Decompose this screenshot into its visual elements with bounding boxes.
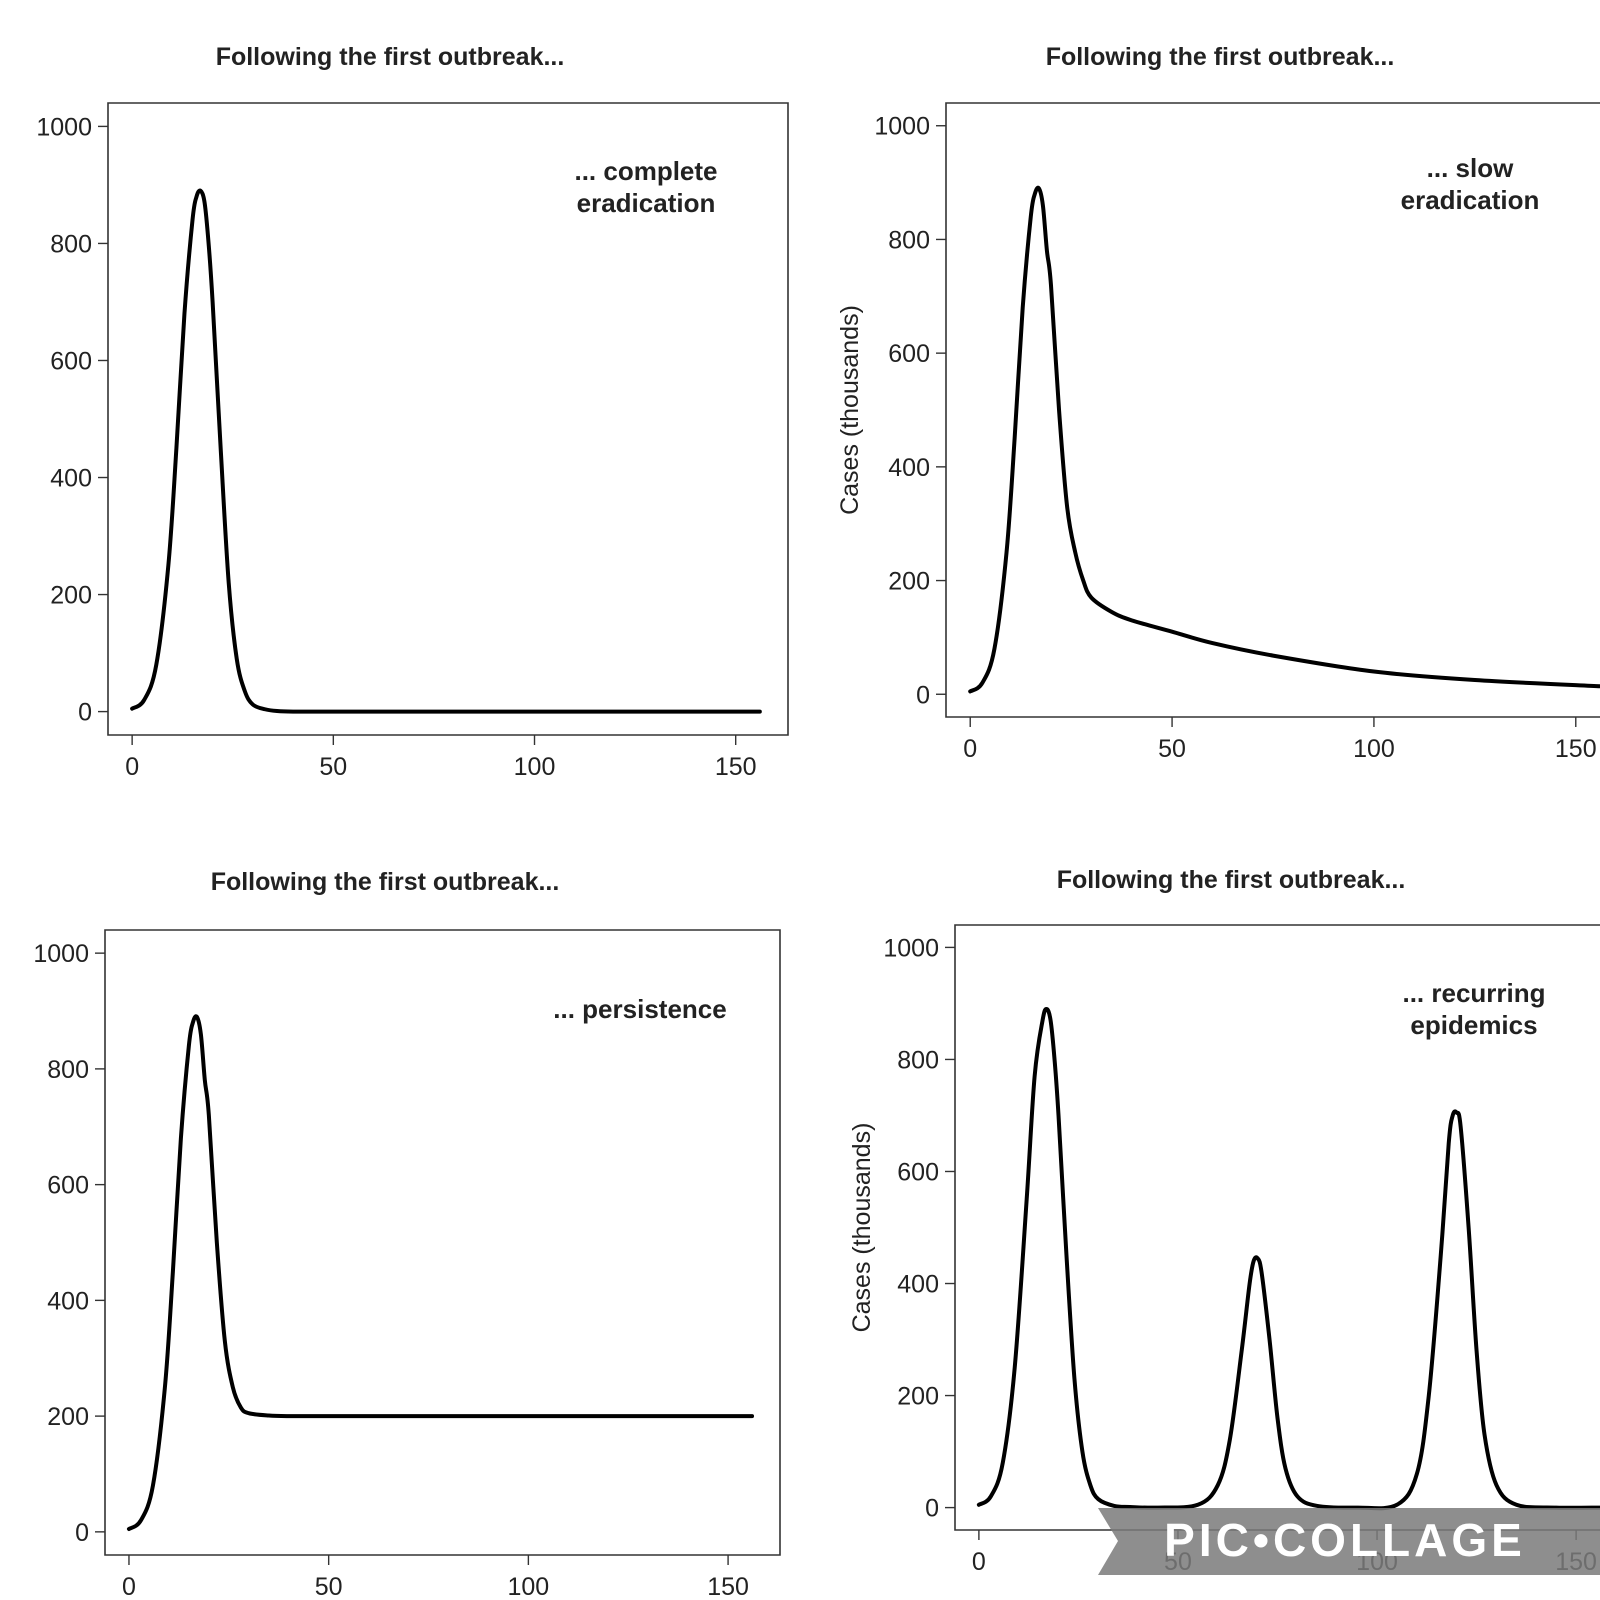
chart-title: Following the first outbreak... (1046, 43, 1395, 71)
y-tick-label: 800 (47, 1056, 89, 1084)
y-tick-label: 200 (888, 568, 930, 596)
chart-title: Following the first outbreak... (216, 43, 565, 71)
y-tick-label: 0 (916, 681, 930, 709)
panel-persistence: Following the first outbreak... ... persi… (33, 868, 781, 1600)
y-tick-label: 400 (888, 454, 930, 482)
panel-recurring-epidemics: Following the first outbreak... ... recur… (848, 866, 1600, 1576)
y-tick-label: 1000 (874, 113, 930, 141)
x-tick-label: 50 (315, 1573, 343, 1600)
x-tick-label: 0 (125, 753, 139, 781)
y-tick-label: 600 (50, 347, 92, 375)
y-tick-label: 0 (75, 1519, 89, 1547)
y-tick-label: 0 (78, 699, 92, 727)
y-tick-label: 800 (50, 230, 92, 258)
plot-frame (104, 929, 781, 1556)
panel-complete-eradication: Following the first outbreak... ... compl… (36, 43, 789, 781)
y-tick-label: 200 (50, 582, 92, 610)
series-line (968, 185, 1600, 694)
series-line (126, 1014, 755, 1531)
x-tick-label: 0 (972, 1548, 986, 1576)
x-tick-label: 50 (319, 753, 347, 781)
y-tick-label: 600 (897, 1158, 939, 1186)
y-axis-label: Cases (thousands) (836, 305, 864, 515)
x-tick-label: 100 (508, 1573, 550, 1600)
watermark-banner (1098, 1508, 1600, 1575)
x-tick-label: 150 (715, 753, 757, 781)
y-tick-label: 400 (47, 1287, 89, 1315)
y-tick-label: 1000 (883, 934, 939, 962)
x-tick-label: 50 (1158, 735, 1186, 763)
x-tick-label: 150 (1555, 735, 1597, 763)
y-tick-label: 400 (50, 465, 92, 493)
y-tick-label: 600 (47, 1172, 89, 1200)
y-tick-label: 1000 (36, 113, 92, 141)
panel-slow-eradication: Following the first outbreak... ... slowe… (836, 43, 1600, 763)
y-tick-label: 800 (897, 1046, 939, 1074)
y-tick-label: 400 (897, 1271, 939, 1299)
series-line (976, 1007, 1600, 1511)
x-tick-label: 150 (707, 1573, 749, 1600)
y-tick-label: 800 (888, 226, 930, 254)
annotation-label: eradication (577, 188, 716, 218)
y-axis-label: Cases (thousands) (848, 1123, 876, 1333)
annotation-label: ... slow (1427, 153, 1514, 183)
chart-title: Following the first outbreak... (1057, 866, 1406, 894)
annotation-label: epidemics (1410, 1010, 1537, 1040)
annotation-label: ... persistence (553, 994, 726, 1024)
pic-collage-watermark: PIC•COLLAGE (1098, 1508, 1600, 1575)
annotation-label: ... recurring (1402, 978, 1545, 1008)
y-tick-label: 200 (47, 1403, 89, 1431)
y-tick-label: 0 (925, 1495, 939, 1523)
series-line (130, 188, 762, 714)
annotation-label: ... complete (574, 156, 717, 186)
plot-frame (945, 102, 1600, 718)
plot-frame (107, 102, 789, 736)
x-tick-label: 0 (122, 1573, 136, 1600)
x-tick-label: 100 (514, 753, 556, 781)
y-tick-label: 600 (888, 340, 930, 368)
y-tick-label: 200 (897, 1383, 939, 1411)
x-tick-label: 100 (1353, 735, 1395, 763)
x-tick-label: 0 (963, 735, 977, 763)
chart-title: Following the first outbreak... (211, 868, 560, 896)
y-tick-label: 1000 (33, 940, 89, 968)
annotation-label: eradication (1401, 185, 1540, 215)
watermark-text: PIC•COLLAGE (1164, 1514, 1526, 1566)
